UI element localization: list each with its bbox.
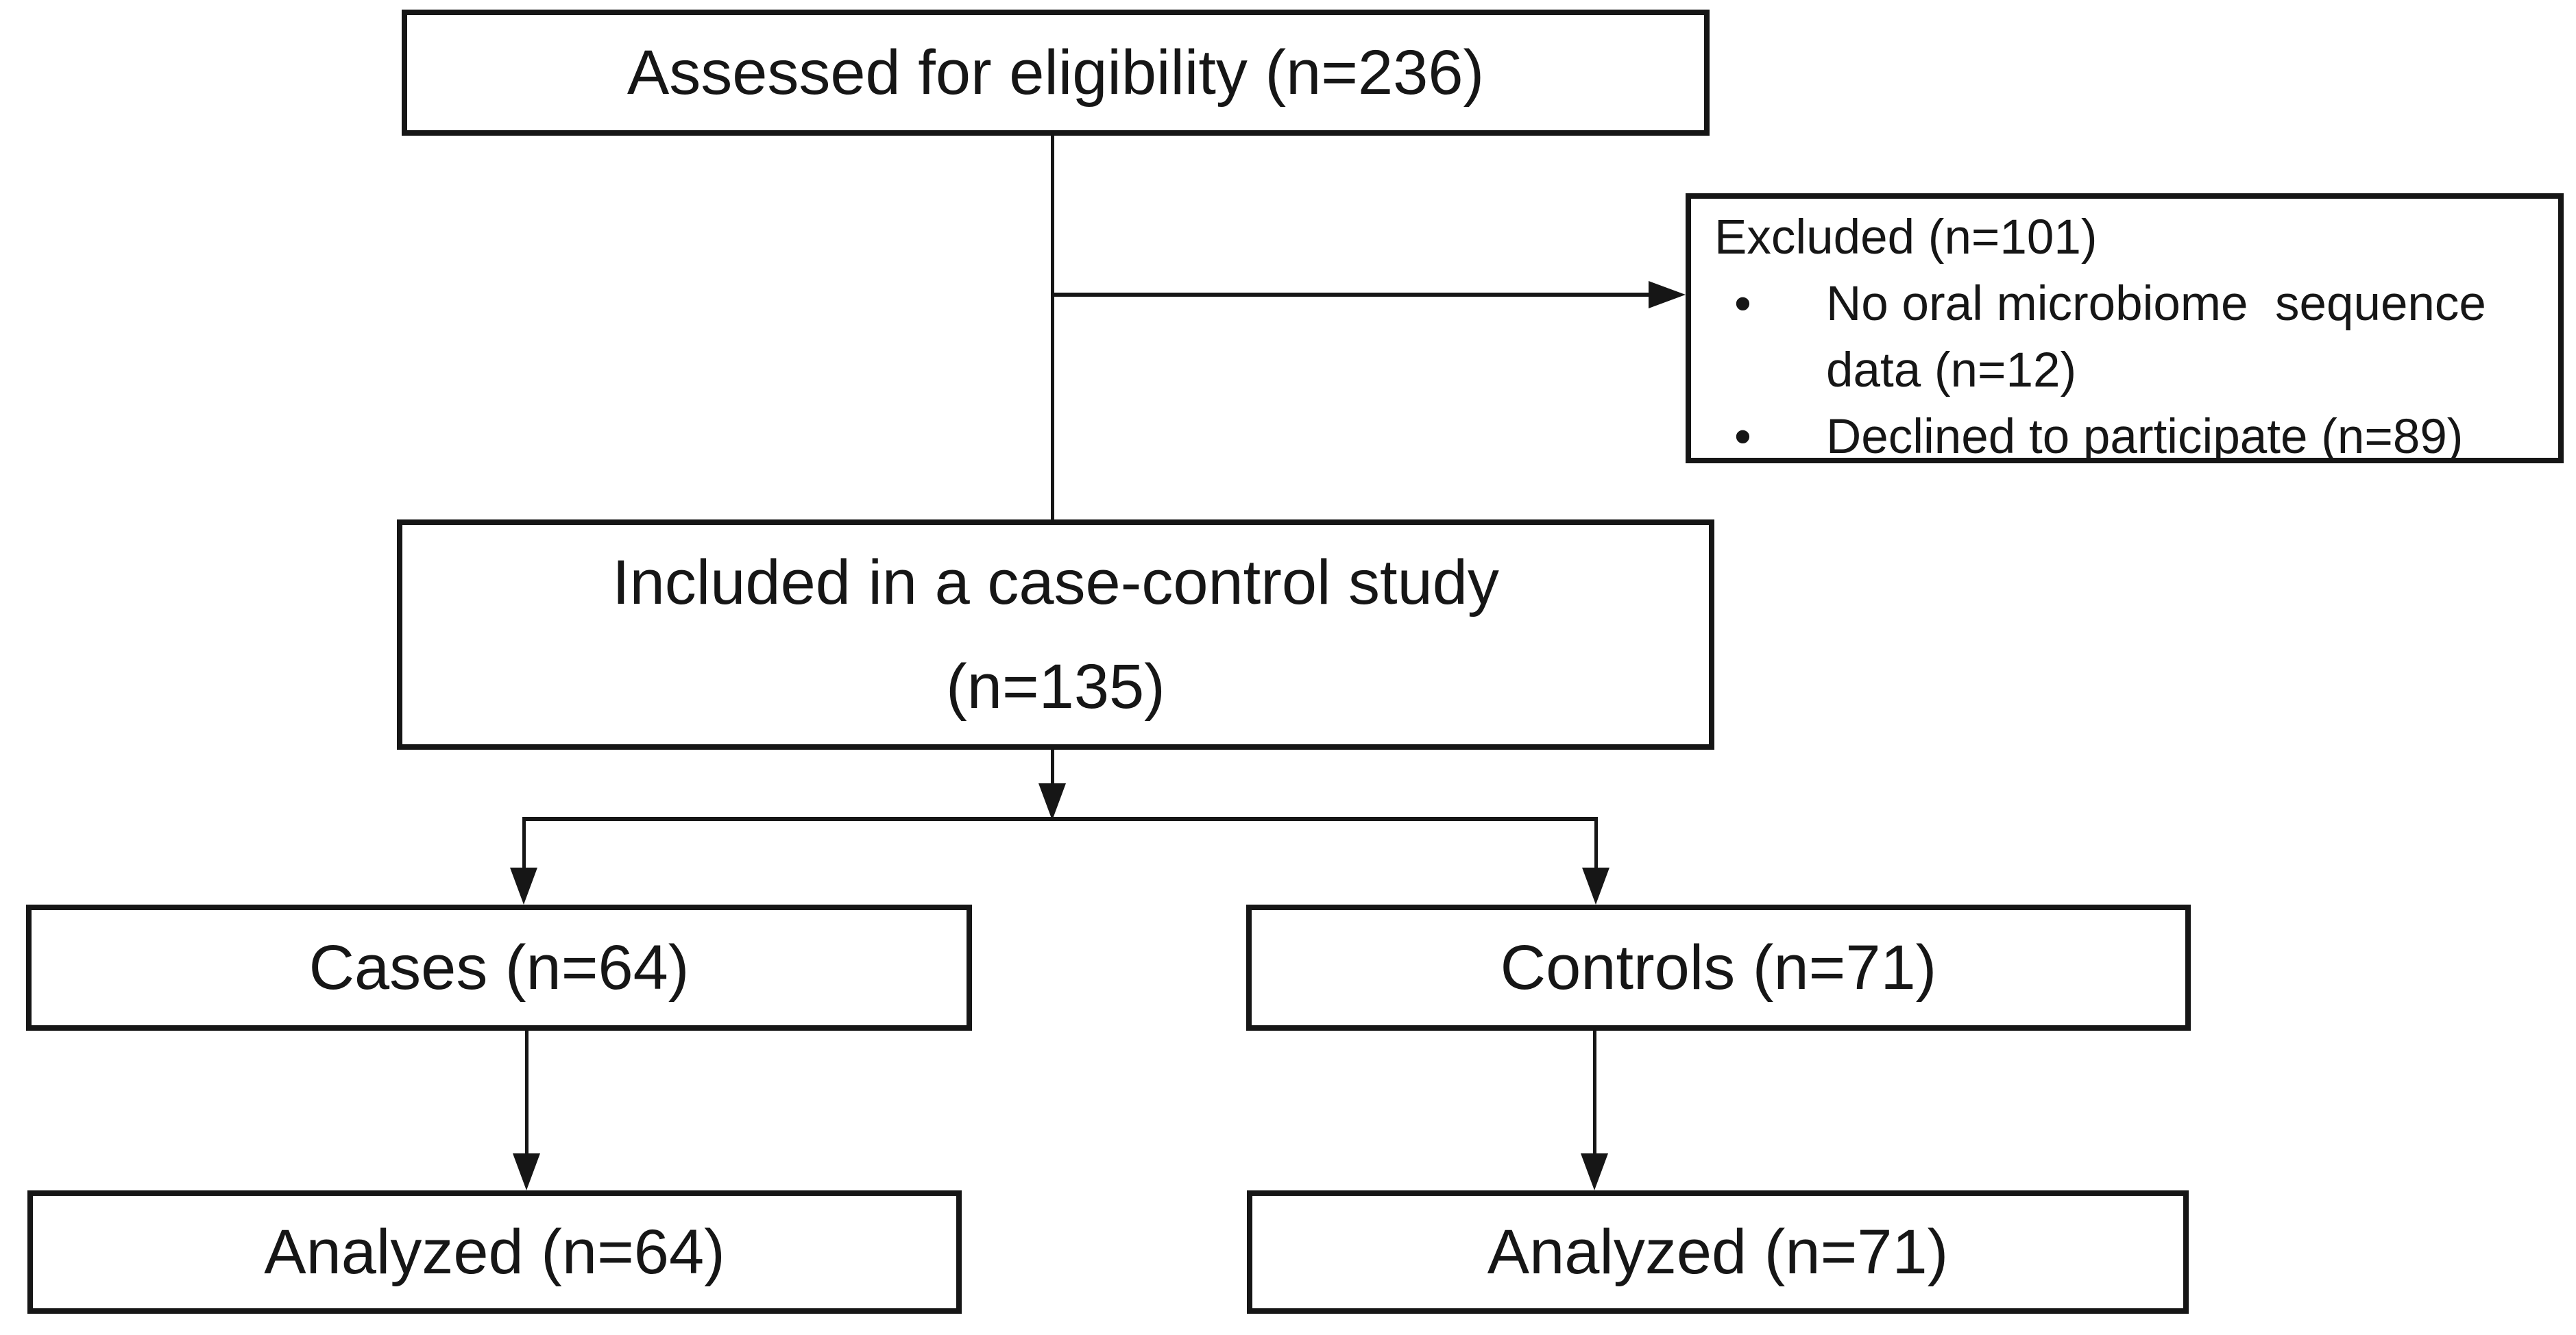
box-analyzed-cases: Analyzed (n=64) [27,1190,962,1314]
box-assessed-for-eligibility: Assessed for eligibility (n=236) [402,10,1710,136]
box-controls: Controls (n=71) [1246,905,2191,1031]
box-analyzed-controls: Analyzed (n=71) [1247,1190,2189,1314]
controls-label: Controls (n=71) [1500,932,1937,1003]
included-label-line1: Included in a case-control study [612,548,1499,617]
assessed-label: Assessed for eligibility (n=236) [627,37,1485,108]
arrowhead-down-analyzed-cases-icon [513,1153,540,1190]
connector-assessed-included [1051,136,1054,521]
arrowhead-down-cases-icon [510,868,537,905]
cases-label: Cases (n=64) [308,932,690,1003]
box-included-case-control: Included in a case-control study (n=135) [397,519,1714,750]
included-label-line2: (n=135) [946,652,1165,722]
branch-line [522,817,1598,821]
arrowhead-right-excluded-icon [1649,281,1686,308]
box-cases: Cases (n=64) [26,905,972,1031]
excluded-bullet-no-sequence-data: No oral microbiome sequence data (n=12) [1714,271,2551,404]
connector-included-branch [1051,750,1054,784]
arrowhead-down-analyzed-controls-icon [1581,1153,1608,1190]
connector-to-excluded [1052,293,1650,297]
excluded-bullet-list: No oral microbiome sequence data (n=12) … [1714,271,2551,470]
arrowhead-down-controls-icon [1582,868,1609,905]
connector-branch-cases [522,817,526,869]
excluded-title: Excluded (n=101) [1714,210,2098,265]
excluded-bullet-declined: Declined to participate (n=89) [1714,404,2551,470]
box-excluded: Excluded (n=101) No oral microbiome sequ… [1686,193,2564,470]
arrowhead-down-branch-icon [1038,783,1066,820]
connector-controls-analyzed [1593,1031,1596,1154]
analyzed-cases-label: Analyzed (n=64) [264,1216,725,1287]
analyzed-controls-label: Analyzed (n=71) [1487,1216,1949,1287]
connector-cases-analyzed [525,1031,528,1154]
connector-branch-controls [1594,817,1598,869]
